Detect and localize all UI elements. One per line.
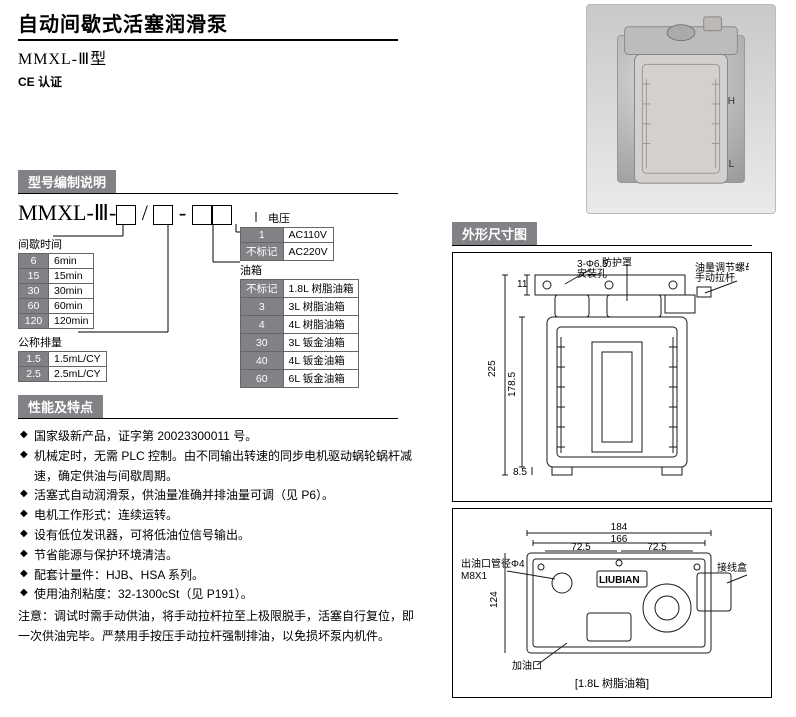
voltage-table: 电压 1AC110V不标记AC220V (240, 210, 334, 261)
svg-text:72.5: 72.5 (647, 542, 667, 553)
svg-text:11: 11 (517, 279, 528, 290)
code-cell: 60 (19, 299, 49, 314)
level-h: H (728, 95, 735, 108)
desc-cell: AC110V (283, 228, 333, 243)
svg-text:加油口: 加油口 (512, 659, 542, 672)
interval-label: 间歇时间 (18, 236, 94, 252)
subtitle-roman: Ⅲ (78, 51, 90, 68)
desc-cell: 3L 树脂油箱 (283, 298, 359, 316)
svg-text:LIUBIAN: LIUBIAN (599, 575, 640, 586)
code-cell: 不标记 (241, 280, 284, 298)
desc-cell: 1.5mL/CY (49, 352, 107, 367)
level-l: L (728, 158, 735, 171)
code-cell: 2.5 (19, 367, 49, 382)
svg-text:M8X1: M8X1 (461, 571, 488, 582)
code-cell: 3 (241, 298, 284, 316)
desc-cell: 30min (49, 284, 94, 299)
desc-cell: 60min (49, 299, 94, 314)
desc-cell: 4L 钣金油箱 (283, 352, 359, 370)
subtitle-suffix: 型 (90, 51, 107, 68)
svg-text:184: 184 (611, 522, 628, 533)
feature-item: 电机工作形式：连续运转。 (20, 506, 418, 526)
code-cell: 1 (241, 228, 284, 243)
interval-table: 间歇时间 66min1515min3030min6060min120120min (18, 236, 94, 329)
product-photo: H L (586, 4, 776, 214)
desc-cell: 2.5mL/CY (49, 367, 107, 382)
desc-cell: 1.8L 树脂油箱 (283, 280, 359, 298)
title-underline (18, 39, 398, 41)
desc-cell: 4L 树脂油箱 (283, 316, 359, 334)
code-cell: 15 (19, 269, 49, 284)
tank-label: 油箱 (240, 262, 359, 278)
desc-cell: 6L 钣金油箱 (283, 370, 359, 388)
svg-text:8.5: 8.5 (513, 467, 527, 478)
model-code-diagram: MMXL-Ⅲ- / - 间歇时间 66min1515min3030min6060… (18, 200, 418, 395)
feature-item: 国家级新产品，证字第 20023300011 号。 (20, 427, 418, 447)
section-model-label: 型号编制说明 (18, 170, 116, 193)
code-cell: 不标记 (241, 243, 284, 261)
feature-item: 机械定时，无需 PLC 控制。由不同输出转速的同步电机驱动蜗轮蜗杆减速，确定供油… (20, 447, 418, 487)
section-dims: 外形尺寸图 (452, 222, 752, 246)
svg-text:124: 124 (489, 591, 500, 608)
desc-cell: AC220V (283, 243, 333, 261)
svg-text:72.5: 72.5 (571, 542, 591, 553)
svg-text:接线盒: 接线盒 (717, 561, 747, 574)
feature-item: 使用油剂粘度：32-1300cSt（见 P191）。 (20, 585, 418, 605)
desc-cell: 6min (49, 254, 94, 269)
section-dims-label: 外形尺寸图 (452, 222, 537, 245)
svg-text:166: 166 (611, 534, 628, 545)
voltage-label: 电压 (268, 210, 334, 226)
desc-cell: 3L 钣金油箱 (283, 334, 359, 352)
svg-text:178.5: 178.5 (507, 372, 518, 397)
section-features: 性能及特点 (18, 395, 398, 419)
feature-list: 国家级新产品，证字第 20023300011 号。机械定时，无需 PLC 控制。… (18, 427, 418, 605)
section-features-label: 性能及特点 (18, 395, 103, 418)
drawing-bottom-caption: [1.8L 树脂油箱] (457, 675, 767, 691)
code-cell: 30 (241, 334, 284, 352)
code-cell: 30 (19, 284, 49, 299)
subtitle-prefix: MMXL- (18, 51, 78, 68)
feature-item: 活塞式自动润滑泵，供油量准确并排油量可调（见 P6）。 (20, 486, 418, 506)
section-model: 型号编制说明 (18, 170, 398, 194)
desc-cell: 15min (49, 269, 94, 284)
note-text: 调试时需手动供油，将手动拉杆拉至上极限脱手，活塞自行复位，即一次供油完毕。严禁用… (18, 609, 414, 643)
svg-text:手动拉杆: 手动拉杆 (695, 271, 735, 284)
code-cell: 60 (241, 370, 284, 388)
code-cell: 40 (241, 352, 284, 370)
discharge-label: 公称排量 (18, 334, 107, 350)
note: 注意：调试时需手动供油，将手动拉杆拉至上极限脱手，活塞自行复位，即一次供油完毕。… (18, 607, 418, 647)
feature-item: 节省能源与保护环境清洁。 (20, 546, 418, 566)
code-cell: 120 (19, 314, 49, 329)
desc-cell: 120min (49, 314, 94, 329)
discharge-table: 公称排量 1.51.5mL/CY2.52.5mL/CY (18, 334, 107, 382)
code-cell: 6 (19, 254, 49, 269)
svg-text:安装孔: 安装孔 (577, 267, 607, 280)
note-label: 注意： (18, 609, 54, 623)
drawing-front: 防护罩 3-Φ6.5 安装孔 油量调节螺母 手动拉杆 11 225 178.5 … (452, 252, 772, 502)
drawing-bottom: 184 166 72.5 72.5 124 出油口管径Φ4 M8X1 LIUBI… (452, 508, 772, 698)
tank-table: 油箱 不标记1.8L 树脂油箱33L 树脂油箱44L 树脂油箱303L 钣金油箱… (240, 262, 359, 388)
feature-item: 设有低位发讯器，可将低油位信号输出。 (20, 526, 418, 546)
code-cell: 4 (241, 316, 284, 334)
svg-text:225: 225 (487, 360, 498, 377)
code-cell: 1.5 (19, 352, 49, 367)
svg-text:出油口管径Φ4: 出油口管径Φ4 (461, 557, 525, 570)
feature-item: 配套计量件：HJB、HSA 系列。 (20, 566, 418, 586)
